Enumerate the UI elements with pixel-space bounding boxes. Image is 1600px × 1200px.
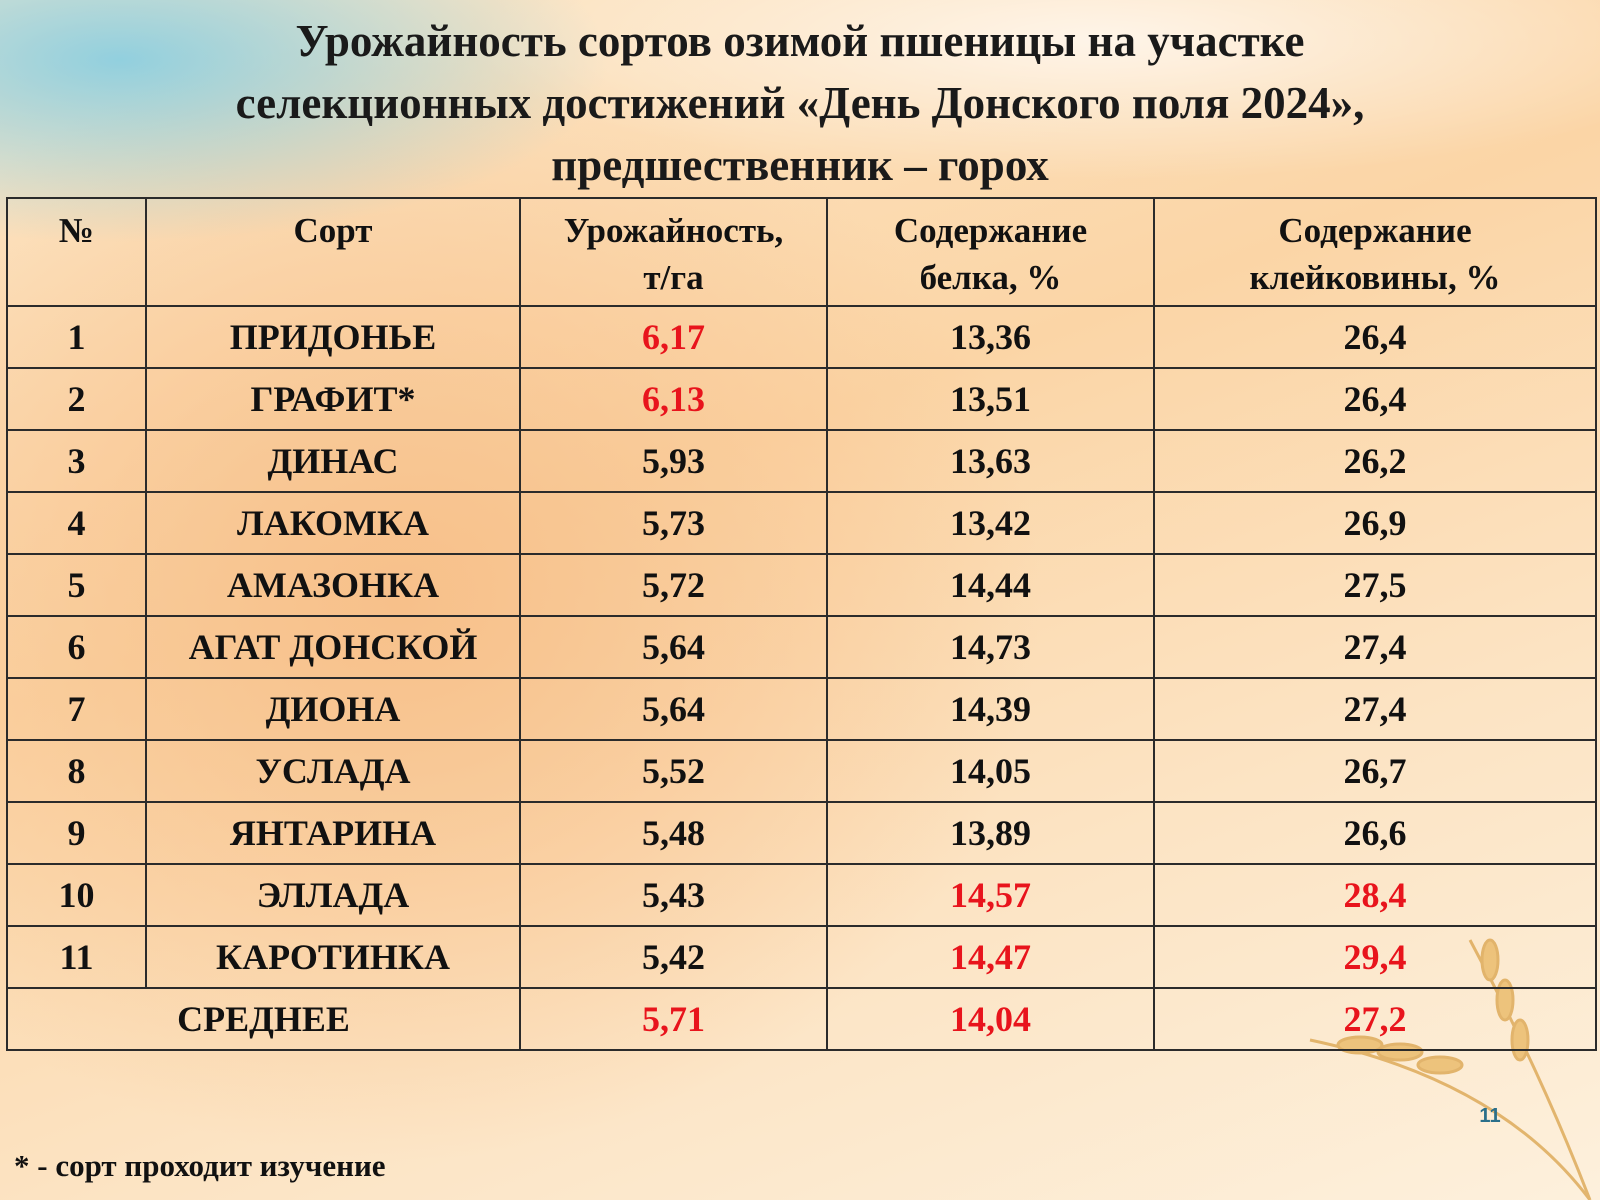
table-cell: АГАТ ДОНСКОЙ (145, 615, 521, 679)
table-cell: 14,39 (826, 677, 1155, 741)
table-cell: ЛАКОМКА (145, 491, 521, 555)
table-cell: 27,5 (1153, 553, 1597, 617)
average-row: СРЕДНЕЕ 5,71 14,04 27,2 (6, 987, 1597, 1051)
table-cell: 5,52 (519, 739, 828, 803)
table-row: 7 ДИОНА 5,64 14,39 27,4 (6, 677, 1597, 741)
table-cell: 5,64 (519, 677, 828, 741)
footnote: * - сорт проходит изучение (14, 1148, 386, 1183)
table-cell: 6,17 (519, 305, 828, 369)
header-cell: Содержание белка, % (826, 197, 1155, 307)
table-cell: 13,63 (826, 429, 1155, 493)
table-cell: 27,4 (1153, 677, 1597, 741)
table-cell: ГРАФИТ* (145, 367, 521, 431)
header-text: Содержание (1278, 211, 1472, 250)
table-row: 10 ЭЛЛАДА 5,43 14,57 28,4 (6, 863, 1597, 927)
table-cell: 14,05 (826, 739, 1155, 803)
header-text: т/га (643, 258, 704, 297)
table-cell: 26,4 (1153, 367, 1597, 431)
table-cell: 11 (6, 925, 147, 989)
table-cell: 5,48 (519, 801, 828, 865)
table-cell: 14,57 (826, 863, 1155, 927)
page-number: 11 (1479, 1105, 1501, 1127)
yield-table: № Сорт Урожайность, т/га Содержание белка, % С… (6, 197, 1597, 1051)
table-cell: 5,43 (519, 863, 828, 927)
table-cell: ПРИДОНЬЕ (145, 305, 521, 369)
header-cell: Урожайность, т/га (519, 197, 828, 307)
header-text: Содержание (893, 211, 1088, 250)
table-row: 9 ЯНТАРИНА 5,48 13,89 26,6 (6, 801, 1597, 865)
header-cell: № (6, 197, 147, 307)
table-cell: 26,2 (1153, 429, 1597, 493)
table-cell: 29,4 (1153, 925, 1597, 989)
table-row: 4 ЛАКОМКА 5,73 13,42 26,9 (6, 491, 1597, 555)
table-cell: 6,13 (519, 367, 828, 431)
title-line: предшественник – горох (551, 140, 1049, 190)
table-cell: 5,42 (519, 925, 828, 989)
table-cell: 28,4 (1153, 863, 1597, 927)
table-cell: 5,71 (519, 987, 828, 1051)
table-cell: 26,7 (1153, 739, 1597, 803)
table-cell: 7 (6, 677, 147, 741)
table-cell: 9 (6, 801, 147, 865)
table-cell: 2 (6, 367, 147, 431)
table-cell: 13,36 (826, 305, 1155, 369)
table-row: 6 АГАТ ДОНСКОЙ 5,64 14,73 27,4 (6, 615, 1597, 679)
table-cell: 5,72 (519, 553, 828, 617)
table-cell: 5,93 (519, 429, 828, 493)
table-cell: 14,04 (826, 987, 1155, 1051)
table-cell: 8 (6, 739, 147, 803)
table-cell: 3 (6, 429, 147, 493)
average-label: СРЕДНЕЕ (6, 987, 521, 1051)
table-cell: 14,47 (826, 925, 1155, 989)
header-text: клейковины, % (1249, 258, 1501, 297)
table-cell: 4 (6, 491, 147, 555)
table-cell: ЯНТАРИНА (145, 801, 521, 865)
table-cell: 26,4 (1153, 305, 1597, 369)
title-line: Урожайность сортов озимой пшеницы на уча… (295, 16, 1305, 66)
table-cell: 13,42 (826, 491, 1155, 555)
table-cell: 26,6 (1153, 801, 1597, 865)
header-row: № Сорт Урожайность, т/га Содержание белка, % С… (6, 197, 1597, 307)
table-cell: 27,4 (1153, 615, 1597, 679)
table-cell: 10 (6, 863, 147, 927)
table-cell: АМАЗОНКА (145, 553, 521, 617)
table-cell: 1 (6, 305, 147, 369)
header-cell: Содержание клейковины, % (1153, 197, 1597, 307)
table-row: 11 КАРОТИНКА 5,42 14,47 29,4 (6, 925, 1597, 989)
table-row: 5 АМАЗОНКА 5,72 14,44 27,5 (6, 553, 1597, 617)
table-row: 8 УСЛАДА 5,52 14,05 26,7 (6, 739, 1597, 803)
table-cell: 13,51 (826, 367, 1155, 431)
table-row: 3 ДИНАС 5,93 13,63 26,2 (6, 429, 1597, 493)
table-cell: КАРОТИНКА (145, 925, 521, 989)
table-cell: 26,9 (1153, 491, 1597, 555)
table-cell: 27,2 (1153, 987, 1597, 1051)
table-cell: 5,73 (519, 491, 828, 555)
header-text: Урожайность, (563, 211, 784, 250)
table-row: 1 ПРИДОНЬЕ 6,17 13,36 26,4 (6, 305, 1597, 369)
title-line: селекционных достижений «День Донского п… (235, 78, 1365, 128)
header-text: № (58, 211, 95, 250)
table-cell: ДИОНА (145, 677, 521, 741)
table-cell: 14,44 (826, 553, 1155, 617)
table-cell: 6 (6, 615, 147, 679)
table-cell: 14,73 (826, 615, 1155, 679)
table-cell: УСЛАДА (145, 739, 521, 803)
header-text: белка, % (919, 258, 1062, 297)
table-row: 2 ГРАФИТ* 6,13 13,51 26,4 (6, 367, 1597, 431)
header-cell: Сорт (145, 197, 521, 307)
header-text: Сорт (293, 211, 373, 250)
table-cell: 13,89 (826, 801, 1155, 865)
table-cell: 5 (6, 553, 147, 617)
table-cell: ДИНАС (145, 429, 521, 493)
table-cell: ЭЛЛАДА (145, 863, 521, 927)
table-cell: 5,64 (519, 615, 828, 679)
slide-title: Урожайность сортов озимой пшеницы на уча… (0, 10, 1600, 196)
